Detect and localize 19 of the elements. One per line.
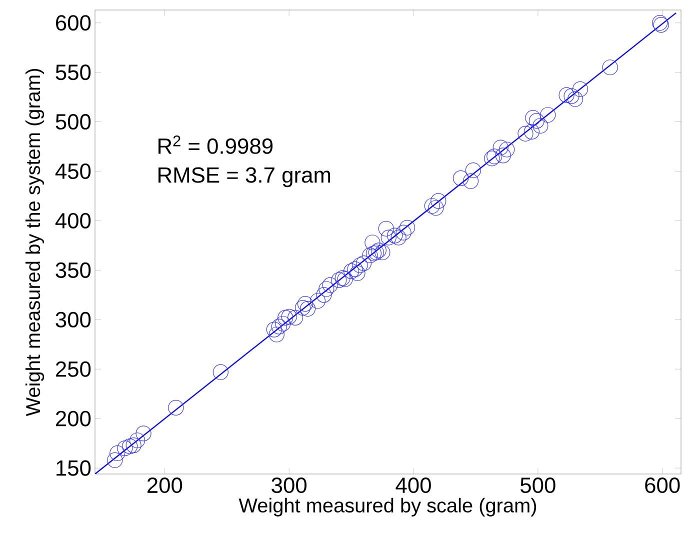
y-tick-label: 500 — [56, 114, 91, 130]
y-tick-label: 150 — [56, 460, 91, 476]
y-axis-title: Weight measured by the system (gram) — [26, 69, 44, 416]
x-tick-label: 400 — [396, 478, 431, 494]
annotation: R$^{2}$ = 0.9989 — [158, 135, 273, 154]
y-tick-label: 300 — [56, 312, 91, 328]
y-tick-label: 600 — [56, 15, 91, 31]
y-tick-label: 200 — [56, 410, 91, 426]
x-tick-label: 500 — [520, 478, 556, 494]
x-tick-label: 200 — [148, 478, 182, 494]
y-tick-label: 400 — [55, 212, 91, 228]
y-tick-label: 350 — [56, 262, 91, 278]
x-axis-title: Weight measured by scale (gram) — [238, 498, 536, 516]
x-tick-label: 300 — [272, 478, 307, 494]
y-tick-label: 250 — [56, 361, 91, 377]
x-tick-label: 600 — [645, 478, 680, 494]
annotation: RMSE = 3.7 gram — [158, 167, 330, 188]
y-tick-label: 450 — [55, 163, 91, 180]
y-tick-label: 550 — [56, 64, 91, 80]
